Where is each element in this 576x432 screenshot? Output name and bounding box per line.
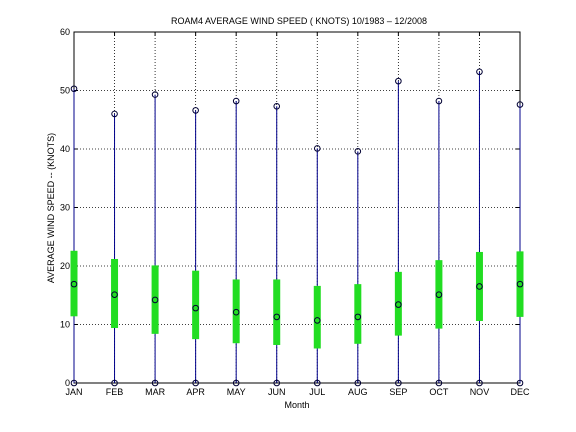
min-marker: [151, 379, 159, 387]
min-marker: [70, 379, 78, 387]
std-bar: [111, 258, 119, 329]
x-tick-label: NOV: [470, 387, 490, 397]
min-marker: [395, 379, 402, 387]
y-tick-label: 0: [65, 378, 70, 388]
y-tick-label: 50: [60, 86, 70, 96]
month-group-jul: [313, 145, 321, 387]
x-tick-label: DEC: [510, 387, 530, 397]
x-tick-label: OCT: [429, 387, 449, 397]
min-marker: [354, 379, 362, 387]
x-axis: JAN FEB MAR APR MAY JUN JUL AUG SEP OCT NOV DEC: [65, 32, 530, 397]
mean-marker: [313, 317, 321, 324]
y-tick-label: 40: [60, 144, 70, 154]
x-tick-label: MAY: [227, 387, 246, 397]
std-bar: [273, 279, 281, 345]
month-group-may: [232, 97, 240, 387]
std-bar: [435, 260, 443, 329]
month-group-sep: [394, 77, 402, 387]
month-group-apr: [192, 107, 200, 387]
month-group-jan: [70, 85, 78, 387]
chart-title: ROAM4 AVERAGE WIND SPEED ( KNOTS) 10/198…: [171, 16, 427, 26]
mean-marker: [435, 291, 443, 298]
mean-marker: [111, 291, 118, 298]
std-bar: [151, 265, 159, 334]
max-marker: [151, 91, 159, 98]
y-tick-label: 20: [60, 261, 70, 271]
max-marker: [395, 77, 402, 85]
min-marker: [273, 379, 281, 387]
std-bar: [70, 250, 78, 317]
max-marker: [354, 148, 362, 155]
month-group-nov: [475, 68, 483, 387]
x-tick-label: FEB: [106, 387, 124, 397]
mean-marker: [70, 280, 78, 288]
y-tick-label: 30: [60, 203, 70, 213]
y-axis-label: AVERAGE WIND SPEED -- (KNOTS): [46, 133, 56, 283]
max-marker: [70, 85, 78, 93]
month-group-mar: [151, 91, 159, 387]
mean-marker: [273, 313, 281, 321]
grid: [74, 32, 520, 383]
max-marker: [192, 107, 199, 114]
max-marker: [111, 110, 118, 118]
min-marker: [192, 379, 199, 387]
x-tick-label: MAR: [145, 387, 166, 397]
y-tick-label: 10: [60, 320, 70, 330]
x-tick-label: JUN: [268, 387, 286, 397]
max-marker: [232, 97, 240, 105]
max-marker: [476, 68, 483, 76]
x-tick-label: SEP: [389, 387, 407, 397]
mean-marker: [476, 283, 483, 290]
min-marker: [232, 379, 240, 387]
min-marker: [516, 379, 524, 387]
std-bar: [475, 251, 483, 321]
std-bar: [232, 279, 240, 344]
month-group-oct: [435, 97, 443, 387]
plot-marks: [70, 68, 524, 387]
y-tick-label: 60: [60, 27, 70, 37]
mean-marker: [232, 308, 240, 316]
mean-marker: [151, 296, 159, 304]
std-bar: [516, 251, 524, 317]
min-marker: [313, 379, 321, 387]
mean-marker: [354, 313, 362, 321]
max-marker: [313, 145, 321, 152]
max-marker: [516, 101, 524, 108]
mean-marker: [395, 301, 402, 308]
x-axis-label: Month: [284, 400, 309, 410]
max-marker: [273, 102, 281, 110]
mean-marker: [516, 280, 524, 288]
min-marker: [476, 379, 483, 387]
month-group-aug: [354, 148, 362, 387]
month-group-feb: [111, 110, 119, 387]
x-tick-label: JUL: [309, 387, 325, 397]
min-marker: [435, 379, 443, 387]
month-group-jun: [273, 102, 281, 387]
x-tick-label: APR: [186, 387, 205, 397]
std-bar: [394, 271, 402, 336]
month-group-dec: [516, 101, 524, 387]
max-marker: [435, 97, 443, 105]
min-marker: [111, 379, 118, 387]
y-axis: 0 10 20 30 40 50 60: [60, 27, 520, 388]
mean-marker: [192, 304, 199, 312]
x-tick-label: AUG: [348, 387, 368, 397]
x-tick-label: JAN: [65, 387, 82, 397]
